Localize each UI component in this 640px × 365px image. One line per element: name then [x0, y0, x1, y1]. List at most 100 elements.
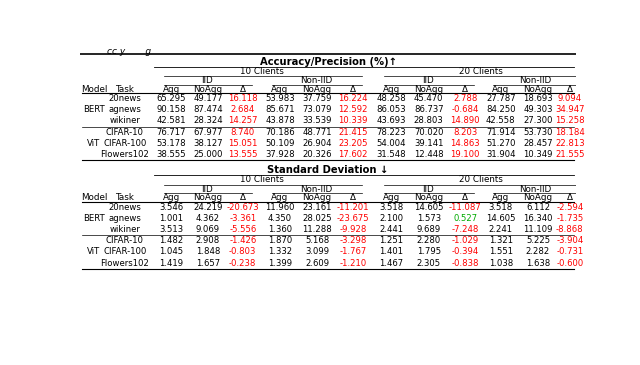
Text: CIFAR-100: CIFAR-100	[103, 139, 147, 148]
Text: 49.177: 49.177	[193, 94, 223, 103]
Text: 2.305: 2.305	[417, 258, 441, 268]
Text: 2.282: 2.282	[526, 247, 550, 256]
Text: 37.928: 37.928	[265, 150, 295, 159]
Text: -9.928: -9.928	[339, 225, 367, 234]
Text: 48.258: 48.258	[377, 94, 406, 103]
Text: 1.573: 1.573	[417, 214, 441, 223]
Text: 11.288: 11.288	[302, 225, 332, 234]
Text: CIFAR-10: CIFAR-10	[106, 128, 144, 137]
Text: 1.870: 1.870	[268, 236, 292, 245]
Text: 1.482: 1.482	[159, 236, 184, 245]
Text: 86.053: 86.053	[377, 105, 406, 114]
Text: 24.219: 24.219	[193, 203, 223, 212]
Text: 1.467: 1.467	[380, 258, 404, 268]
Text: 22.813: 22.813	[555, 139, 584, 148]
Text: 37.759: 37.759	[302, 94, 332, 103]
Text: 20news: 20news	[109, 203, 141, 212]
Text: -20.673: -20.673	[227, 203, 259, 212]
Text: 9.069: 9.069	[196, 225, 220, 234]
Text: -1.210: -1.210	[339, 258, 367, 268]
Text: -0.600: -0.600	[556, 258, 584, 268]
Text: -1.767: -1.767	[339, 247, 367, 256]
Text: 50.109: 50.109	[265, 139, 294, 148]
Text: 20 Clients: 20 Clients	[459, 176, 502, 184]
Text: 2.100: 2.100	[380, 214, 404, 223]
Text: 17.602: 17.602	[338, 150, 367, 159]
Text: Flowers102: Flowers102	[100, 150, 149, 159]
Text: 1.551: 1.551	[489, 247, 513, 256]
Text: IID: IID	[422, 76, 434, 85]
Text: Δ: Δ	[350, 193, 356, 202]
Text: 14.257: 14.257	[228, 116, 257, 126]
Text: 53.730: 53.730	[524, 128, 553, 137]
Text: 48.771: 48.771	[302, 128, 332, 137]
Text: 12.448: 12.448	[414, 150, 444, 159]
Text: Δ: Δ	[567, 193, 573, 202]
Text: 42.558: 42.558	[486, 116, 516, 126]
Text: -7.248: -7.248	[451, 225, 479, 234]
Text: Flowers102: Flowers102	[100, 258, 149, 268]
Text: 70.020: 70.020	[414, 128, 444, 137]
Text: -3.298: -3.298	[339, 236, 367, 245]
Text: 21.415: 21.415	[338, 128, 367, 137]
Text: 71.914: 71.914	[486, 128, 516, 137]
Text: 1.795: 1.795	[417, 247, 441, 256]
Text: 2.684: 2.684	[230, 105, 255, 114]
Text: -0.394: -0.394	[452, 247, 479, 256]
Text: 1.848: 1.848	[196, 247, 220, 256]
Text: 10.339: 10.339	[338, 116, 367, 126]
Text: 90.158: 90.158	[157, 105, 186, 114]
Text: -0.684: -0.684	[451, 105, 479, 114]
Text: 14.605: 14.605	[414, 203, 444, 212]
Text: 23.205: 23.205	[338, 139, 367, 148]
Text: Agg: Agg	[163, 85, 180, 93]
Text: 38.555: 38.555	[157, 150, 186, 159]
Text: 25.000: 25.000	[193, 150, 223, 159]
Text: 1.251: 1.251	[380, 236, 404, 245]
Text: 14.863: 14.863	[451, 139, 480, 148]
Text: -1.029: -1.029	[452, 236, 479, 245]
Text: NoAgg: NoAgg	[414, 85, 444, 93]
Text: 2.280: 2.280	[417, 236, 441, 245]
Text: BERT: BERT	[83, 214, 105, 223]
Text: agnews: agnews	[109, 214, 141, 223]
Text: 13.555: 13.555	[228, 150, 257, 159]
Text: ViT: ViT	[87, 247, 100, 256]
Text: 33.539: 33.539	[302, 116, 332, 126]
Text: NoAgg: NoAgg	[524, 193, 552, 202]
Text: 11.109: 11.109	[524, 225, 553, 234]
Text: NoAgg: NoAgg	[524, 85, 552, 93]
Text: 28.457: 28.457	[524, 139, 553, 148]
Text: -8.868: -8.868	[556, 225, 584, 234]
Text: 3.518: 3.518	[380, 203, 404, 212]
Text: 54.004: 54.004	[377, 139, 406, 148]
Text: 20news: 20news	[109, 94, 141, 103]
Text: 38.127: 38.127	[193, 139, 223, 148]
Text: 20 Clients: 20 Clients	[459, 67, 502, 76]
Text: NoAgg: NoAgg	[303, 85, 332, 93]
Text: 16.118: 16.118	[228, 94, 257, 103]
Text: 23.161: 23.161	[302, 203, 332, 212]
Text: cc y       g: cc y g	[107, 47, 151, 56]
Text: Model: Model	[81, 193, 107, 202]
Text: 2.441: 2.441	[380, 225, 404, 234]
Text: 73.079: 73.079	[302, 105, 332, 114]
Text: 26.904: 26.904	[302, 139, 332, 148]
Text: 39.141: 39.141	[414, 139, 444, 148]
Text: 78.223: 78.223	[377, 128, 406, 137]
Text: CIFAR-100: CIFAR-100	[103, 247, 147, 256]
Text: -11.201: -11.201	[337, 203, 369, 212]
Text: -2.594: -2.594	[556, 203, 584, 212]
Text: 67.977: 67.977	[193, 128, 223, 137]
Text: 16.340: 16.340	[524, 214, 553, 223]
Text: 3.099: 3.099	[305, 247, 329, 256]
Text: -11.087: -11.087	[449, 203, 481, 212]
Text: IID: IID	[422, 185, 434, 194]
Text: 14.890: 14.890	[451, 116, 480, 126]
Text: 2.788: 2.788	[453, 94, 477, 103]
Text: Standard Deviation ↓: Standard Deviation ↓	[268, 165, 388, 176]
Text: -0.731: -0.731	[556, 247, 584, 256]
Text: 1.399: 1.399	[268, 258, 292, 268]
Text: 34.947: 34.947	[555, 105, 584, 114]
Text: NoAgg: NoAgg	[303, 193, 332, 202]
